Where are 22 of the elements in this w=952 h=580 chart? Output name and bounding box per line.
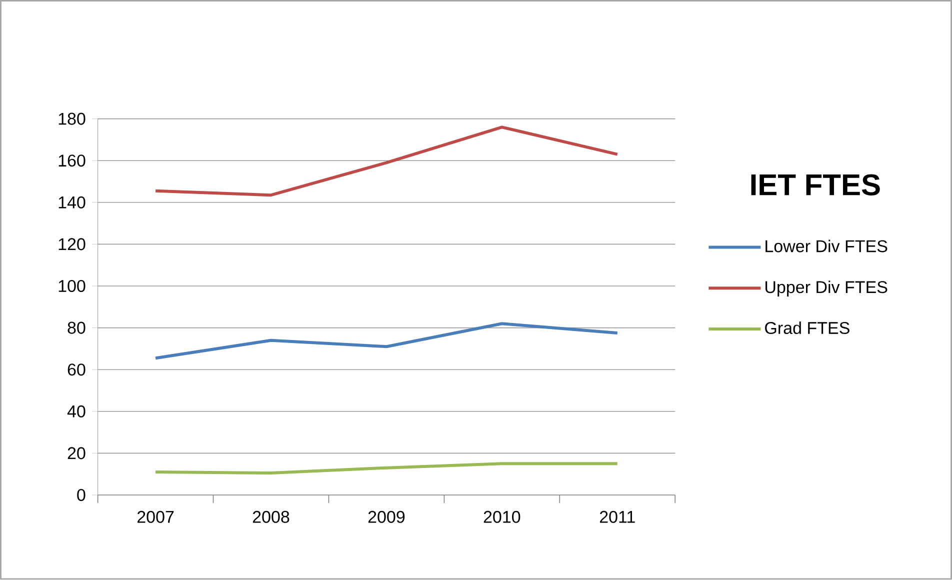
x-tick-label: 2007	[137, 510, 174, 524]
y-tick-label: 40	[67, 405, 86, 418]
x-tick-label: 2010	[484, 510, 520, 524]
line-series	[154, 126, 619, 197]
y-tick-label: 80	[68, 322, 86, 334]
y-tick-label: 100	[58, 280, 86, 292]
y-tick-label: 0	[77, 489, 86, 502]
x-tick-label: 2009	[368, 510, 405, 524]
y-tick-label: 180	[58, 112, 86, 125]
y-tick-label: 20	[68, 447, 86, 460]
y-tick-label: 60	[68, 364, 86, 376]
x-tick-label: 2008	[252, 510, 290, 524]
text: IET FTES	[751, 174, 880, 196]
legend-label: Lower Div FTES	[766, 240, 888, 252]
x-tick-label: 2011	[600, 510, 635, 524]
y-tick-label: 160	[58, 154, 86, 167]
legend-label: Upper Div FTES	[766, 280, 888, 297]
legend-label: Grad FTES	[765, 322, 850, 334]
line-series	[154, 462, 619, 475]
line-series	[154, 322, 619, 360]
y-tick-label: 140	[58, 196, 86, 209]
y-tick-label: 120	[58, 238, 86, 250]
